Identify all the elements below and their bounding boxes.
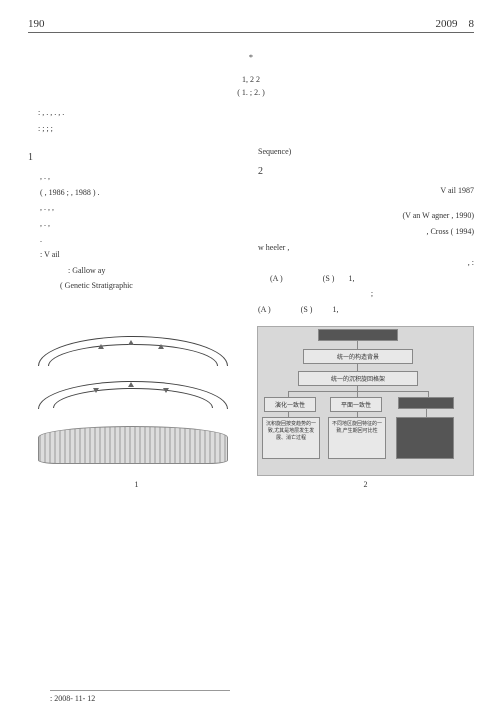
left-column: 1 , . , ( , 1986 ; , 1988 ) . , . — [28, 145, 244, 318]
abstract-block: : , . , . , . — [28, 107, 474, 120]
left-cite-1: ( , 1986 ; , 1988 ) . — [28, 186, 244, 200]
page-header: 190 2009 8 — [28, 18, 474, 33]
flow-node-7: 不同地区旋回特征的一致,产生期回可比性 — [328, 417, 386, 459]
flow-conn — [426, 409, 427, 417]
flow-node-8 — [396, 417, 454, 459]
right-line-7: (A ) (S ) 1, — [258, 272, 474, 286]
right-line-4: , Cross ( 1994) — [258, 225, 474, 239]
keywords-label: : — [38, 124, 40, 133]
affiliation: ( 1. ; 2. ) — [28, 88, 474, 97]
tri-icon — [93, 388, 99, 393]
flow-node-1: 统一的构造背景 — [303, 349, 413, 364]
section-1-heading: 1 — [28, 149, 244, 166]
figure-1: 1 — [28, 326, 245, 489]
figure-1-caption: 1 — [28, 480, 245, 489]
left-para-2: , . , , — [28, 201, 244, 215]
section-2-heading: 2 — [258, 163, 474, 180]
flow-conn — [288, 391, 428, 392]
tri-icon — [98, 344, 104, 349]
flow-conn — [357, 341, 358, 349]
strat-section-3 — [38, 426, 228, 464]
tri-icon — [128, 382, 134, 387]
page-number: 190 — [28, 18, 45, 30]
issue: 8 — [469, 18, 475, 30]
title-block: * — [28, 53, 474, 67]
symbol-a2: (A ) — [258, 305, 271, 314]
flow-node-5 — [398, 397, 454, 409]
keywords-text: ; ; ; — [42, 124, 53, 133]
symbol-s1: (S ) — [323, 274, 335, 283]
flow-node-2: 统一的沉积旋回格架 — [298, 371, 418, 386]
flow-node-4: 平面一致性 — [330, 397, 382, 412]
right-line-6: , : — [258, 256, 474, 270]
received-date: : 2008- 11- 12 — [50, 694, 95, 703]
footnote: : 2008- 11- 12 — [50, 690, 230, 703]
figure-2: 统一的构造背景 统一的沉积旋回格架 演化一致性 平面一致性 沉积旋回按变趋势的一… — [257, 326, 474, 489]
right-line-5: w heeler , — [258, 241, 474, 255]
right-line-9: (A ) (S ) 1, — [258, 303, 474, 317]
figure-2-graphic: 统一的构造背景 统一的沉积旋回格架 演化一致性 平面一致性 沉积旋回按变趋势的一… — [257, 326, 474, 476]
right-line-1: Sequence) — [258, 145, 474, 159]
right-column: Sequence) 2 V ail 1987 (V an W agner , 1… — [258, 145, 474, 318]
ratio-1: 1, — [348, 274, 354, 283]
left-para-1: , . , — [28, 170, 244, 184]
year: 2009 — [436, 18, 458, 30]
paper-title: * — [28, 53, 474, 67]
left-para-6: : Gallow ay — [28, 264, 244, 278]
spacer — [258, 199, 474, 209]
tri-icon — [158, 344, 164, 349]
abstract-text: , . , . , . — [42, 108, 64, 117]
symbol-a1: (A ) — [270, 274, 283, 283]
keywords-block: : ; ; ; — [28, 124, 474, 133]
body-columns: 1 , . , ( , 1986 ; , 1988 ) . , . — [28, 145, 474, 318]
figures-row: 1 统一的构造背景 统一的沉积旋回格架 演化一致性 平面一致性 沉积旋回按变趋势… — [28, 326, 474, 489]
author-line: 1, 2 2 — [28, 75, 474, 84]
flow-node-6: 沉积旋回按变趋势的一致,尤其是地层发生发展、消亡过程 — [262, 417, 320, 459]
right-line-8: ; — [258, 287, 474, 301]
flow-conn — [357, 363, 358, 371]
right-line-2: V ail 1987 — [258, 184, 474, 198]
right-line-3: (V an W agner , 1990) — [258, 209, 474, 223]
left-para-7: ( Genetic Stratigraphic — [28, 279, 244, 293]
tri-icon — [128, 340, 134, 345]
tri-icon — [163, 388, 169, 393]
flow-root — [318, 329, 398, 341]
symbol-s2: (S ) — [301, 305, 313, 314]
ratio-2: 1, — [332, 305, 338, 314]
abstract-label: : — [38, 108, 40, 117]
title-footnote-mark: * — [249, 53, 253, 62]
flow-node-3: 演化一致性 — [264, 397, 316, 412]
left-para-5: : V ail — [28, 248, 244, 262]
left-para-4: . — [28, 233, 244, 247]
figure-1-graphic — [28, 326, 245, 476]
year-issue: 2009 8 — [436, 18, 475, 30]
figure-2-caption: 2 — [257, 480, 474, 489]
left-para-3: , . , — [28, 217, 244, 231]
